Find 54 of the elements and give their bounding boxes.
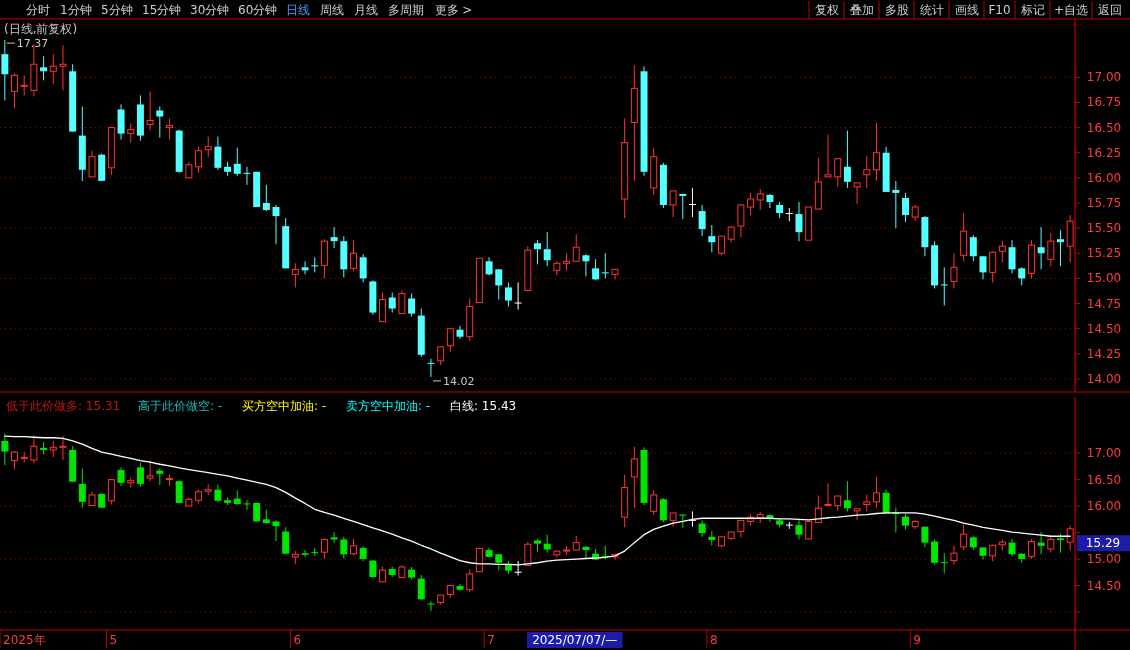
text: 15.29 <box>1085 536 1121 551</box>
text: 6 <box>293 633 302 647</box>
text: 7 <box>487 633 495 647</box>
y-tick-label: 16.00 <box>1086 499 1122 514</box>
y-tick-label: 15.25 <box>1086 246 1122 261</box>
text: 日线 <box>286 3 310 17</box>
y-tick-label: 17.00 <box>1086 70 1122 85</box>
annotation: 买方空中加油: - <box>242 399 327 413</box>
annotation: 白线: 15.43 <box>450 399 517 413</box>
y-tick-label: 15.00 <box>1086 271 1122 286</box>
y-tick-label: 14.25 <box>1086 346 1122 361</box>
text: F10 <box>988 3 1011 17</box>
y-tick-label: 16.50 <box>1086 120 1122 135</box>
text: 叠加 <box>849 3 874 17</box>
y-tick-label: 14.50 <box>1086 321 1122 336</box>
y-tick-label: 16.25 <box>1086 145 1122 160</box>
text: 60分钟 <box>238 3 278 17</box>
text: 30分钟 <box>190 3 230 17</box>
text: 更多 > <box>434 3 473 17</box>
y-tick-label: 16.00 <box>1086 170 1122 185</box>
annotation: 17.37 <box>16 37 49 51</box>
y-tick-label: 16.75 <box>1086 95 1122 110</box>
y-tick-label: 17.00 <box>1086 446 1122 461</box>
text: 多周期 <box>388 3 424 17</box>
annotation: 低于此价做多: 15.31 <box>6 399 121 413</box>
text: 1分钟 <box>60 3 92 17</box>
y-tick-label: 15.50 <box>1086 221 1122 236</box>
annotation: 高于此价做空: - <box>138 399 223 413</box>
text: 画线 <box>954 3 979 17</box>
y-tick-label: 15.00 <box>1086 552 1122 567</box>
text: 分时 <box>26 3 50 17</box>
text: 2025年 <box>3 633 46 647</box>
text: 月线 <box>354 3 378 17</box>
annotation: 卖方空中加油: - <box>346 399 431 413</box>
y-tick-label: 16.50 <box>1086 472 1122 487</box>
text: 多股 <box>884 3 909 17</box>
text: 标记 <box>1019 3 1045 17</box>
text: 统计 <box>919 3 944 17</box>
y-tick-label: 14.00 <box>1086 371 1122 386</box>
y-tick-label: 14.50 <box>1086 578 1122 593</box>
y-tick-label: 15.75 <box>1086 195 1122 210</box>
text: 9 <box>913 633 921 647</box>
annotation: 14.02 <box>442 374 475 388</box>
y-tick-label: 14.75 <box>1086 296 1122 311</box>
text: 15分钟 <box>142 3 182 17</box>
text: +自选 <box>1053 3 1089 17</box>
text: 8 <box>709 633 718 647</box>
text: 周线 <box>320 3 344 17</box>
text: 复权 <box>814 3 839 17</box>
chart-title: (日线,前复权) <box>4 22 78 36</box>
text: 5分钟 <box>101 3 133 17</box>
text: 2025/07/07/— <box>532 633 618 647</box>
text: 5 <box>109 633 118 647</box>
text: 返回 <box>1097 3 1122 17</box>
